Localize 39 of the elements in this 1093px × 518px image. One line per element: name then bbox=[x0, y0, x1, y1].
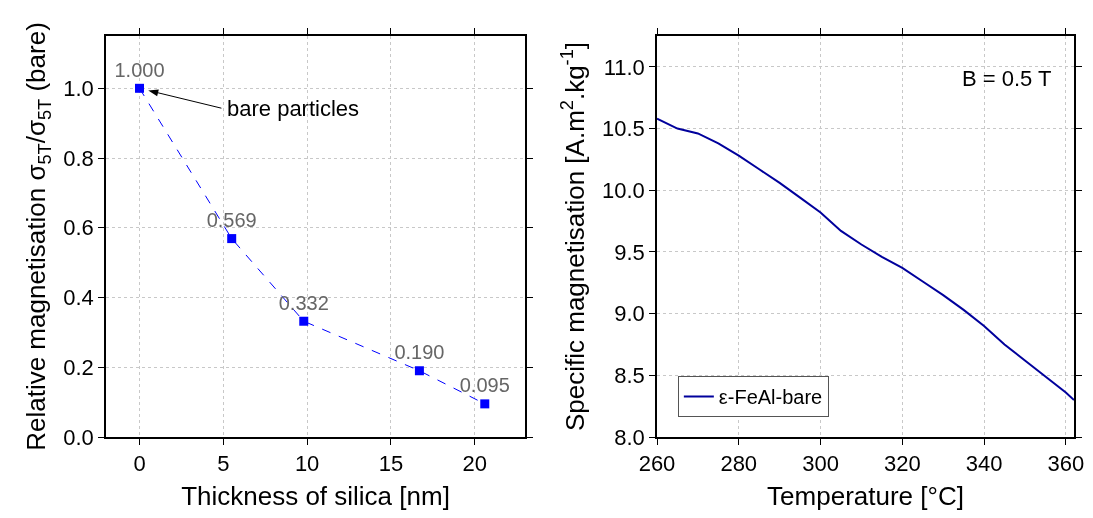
x-tick-label: 0 bbox=[133, 451, 146, 477]
x-tick-label: 320 bbox=[883, 451, 921, 477]
y-tick-label: 11.0 bbox=[603, 54, 645, 80]
point bbox=[227, 234, 237, 244]
annotation: bare particles bbox=[227, 96, 360, 121]
data-label: 0.332 bbox=[278, 291, 329, 314]
y-tick-label: 9.5 bbox=[614, 239, 645, 265]
x-axis-title: Thickness of silica [nm] bbox=[181, 481, 450, 512]
x-tick-label: 340 bbox=[965, 451, 1003, 477]
data-label: 0.569 bbox=[206, 208, 257, 231]
data-label: 1.000 bbox=[114, 58, 165, 81]
point bbox=[299, 316, 309, 326]
y-tick-label: 8.5 bbox=[614, 363, 645, 389]
x-tick-label: 300 bbox=[802, 451, 839, 477]
x-tick-label: 15 bbox=[378, 451, 404, 477]
y-tick-label: 0.2 bbox=[63, 354, 94, 380]
x-tick-label: 10 bbox=[294, 451, 320, 477]
legend-label: ε-FeAl-bare bbox=[718, 386, 823, 409]
y-tick-label: 10.5 bbox=[602, 116, 645, 142]
x-tick-label: 5 bbox=[217, 451, 230, 477]
y-tick-label: 8.0 bbox=[614, 424, 645, 450]
y-tick-label: 0.0 bbox=[63, 424, 94, 450]
y-tick-label: 9.0 bbox=[614, 301, 645, 327]
y-tick-label: 1.0 bbox=[63, 76, 94, 101]
x-tick-label: 280 bbox=[720, 451, 758, 477]
data-label: 0.190 bbox=[394, 341, 445, 364]
annotation: B = 0.5 T bbox=[962, 66, 1052, 91]
x-tick-label: 20 bbox=[462, 451, 487, 477]
point bbox=[135, 83, 145, 93]
point bbox=[414, 366, 424, 376]
point bbox=[480, 399, 490, 409]
x-tick-label: 360 bbox=[1047, 451, 1085, 477]
y-tick-label: 0.6 bbox=[63, 215, 94, 241]
y-tick-label: 0.8 bbox=[63, 145, 94, 171]
data-label: 0.095 bbox=[459, 374, 510, 397]
y-tick-label: 10.0 bbox=[602, 177, 645, 203]
y-tick-label: 0.4 bbox=[63, 285, 94, 311]
x-tick-label: 260 bbox=[638, 451, 676, 477]
x-axis-title: Temperature [°C] bbox=[767, 481, 964, 512]
